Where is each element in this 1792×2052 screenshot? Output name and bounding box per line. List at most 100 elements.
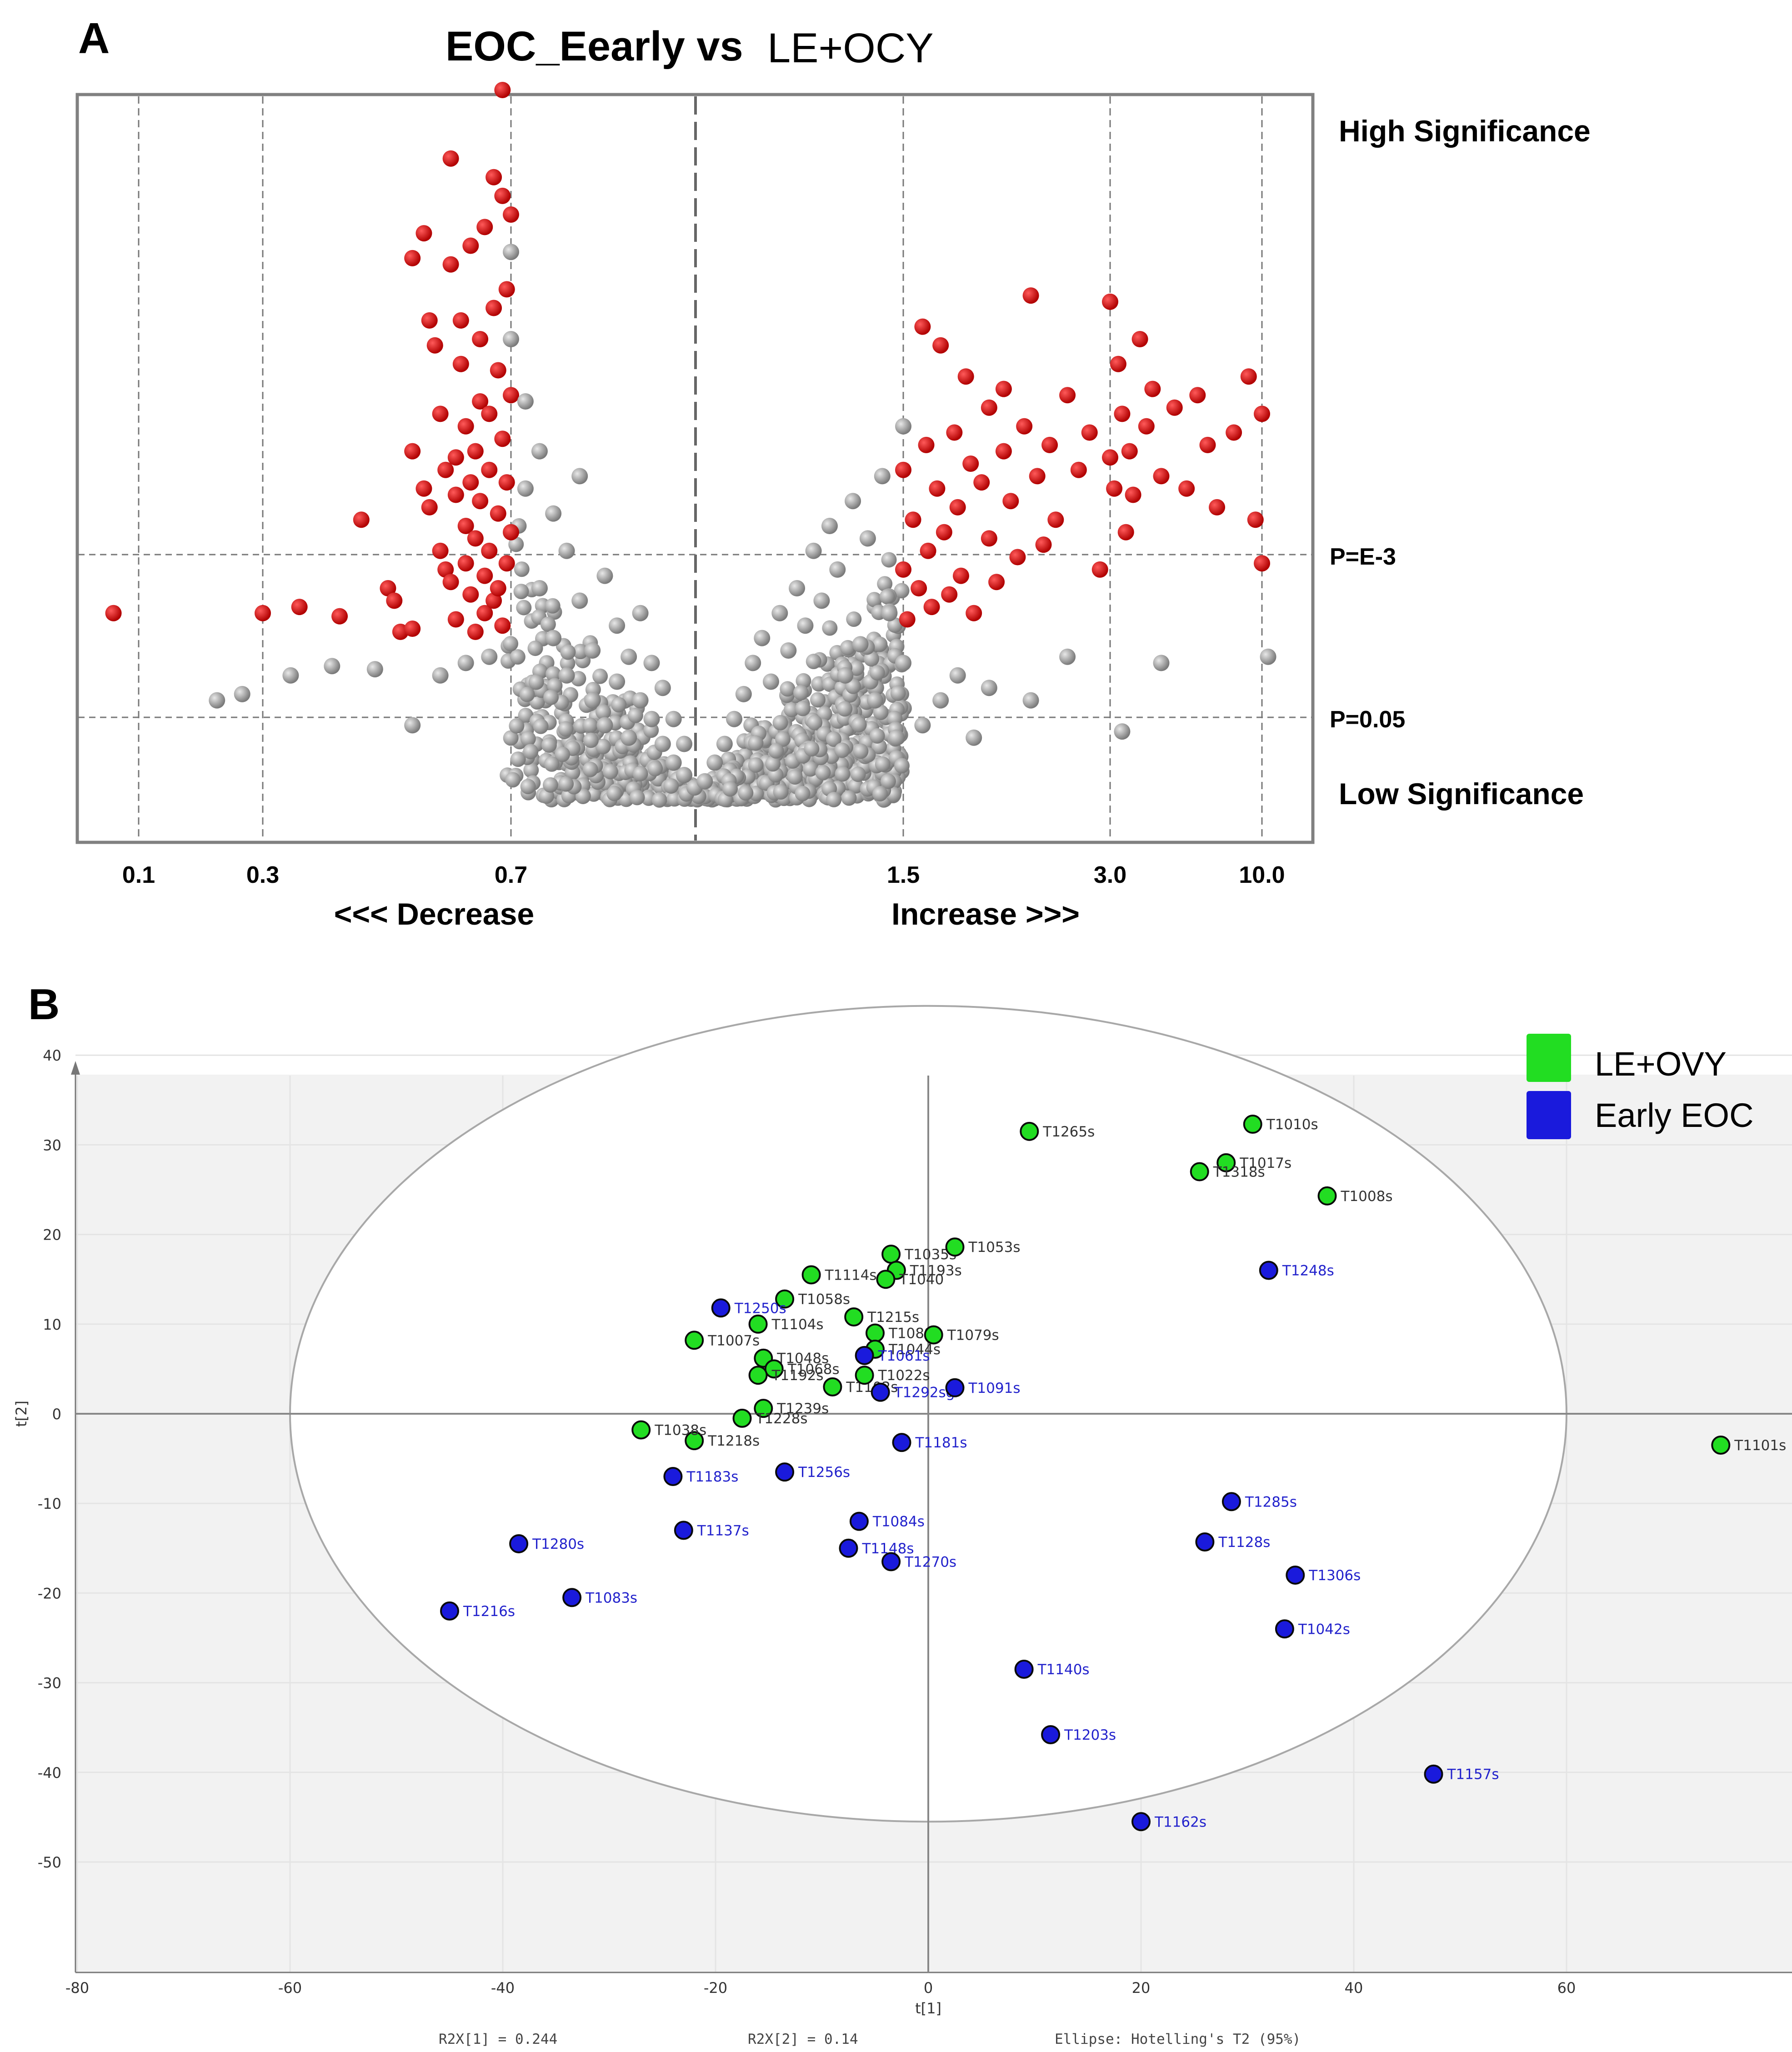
volcano-point-nonsignificant [848,778,864,794]
pca-point-label: T1140s [1037,1662,1090,1678]
volcano-point-nonsignificant [789,580,806,596]
volcano-point-nonsignificant [663,778,679,794]
volcano-point-significant [962,455,979,472]
volcano-point-significant [1131,331,1148,347]
volcano-point-nonsignificant [894,583,910,599]
volcano-point-nonsignificant [890,685,906,701]
volcano-point-nonsignificant [520,731,536,747]
volcano-point-significant [949,499,966,516]
volcano-point-nonsignificant [881,605,898,621]
volcano-point-nonsignificant [879,589,895,605]
volcano-point-nonsignificant [1114,723,1131,740]
volcano-point-significant [494,617,511,634]
pca-point-le-ovy [732,1408,752,1428]
volcano-point-nonsignificant [783,701,799,717]
volcano-point-significant [404,443,421,460]
volcano-point-nonsignificant [804,741,820,757]
volcano-point-significant [1117,524,1134,541]
volcano-point-nonsignificant [1059,648,1076,665]
volcano-point-significant [486,592,502,609]
volcano-point-nonsignificant [527,641,543,656]
volcano-point-nonsignificant [457,655,474,671]
volcano-point-significant [447,449,464,466]
volcano-point-significant [462,474,479,491]
footer-r2x2: R2X[2] = 0.14 [748,2031,858,2047]
volcano-point-nonsignificant [805,542,822,559]
volcano-point-nonsignificant [676,767,693,783]
volcano-point-significant [415,480,432,497]
volcano-point-nonsignificant [627,707,643,723]
pca-x-tick-label: -20 [704,1979,727,1997]
volcano-point-significant [503,524,519,541]
pca-point-label: T1017s [1239,1155,1291,1171]
legend-entry-le-ovy: LE+OVY [1527,1032,1727,1083]
volcano-point-significant [457,418,474,435]
pca-point-le-ovy [945,1237,965,1257]
volcano-point-significant [490,580,506,596]
volcano-point-significant [1254,555,1270,572]
volcano-point-nonsignificant [558,542,575,559]
volcano-point-significant [946,424,963,441]
pca-point-label: T1256s [798,1464,850,1481]
volcano-point-nonsignificant [773,784,789,800]
volcano-point-nonsignificant [806,654,821,670]
volcano-point-significant [1091,561,1108,578]
pca-point-label: T1053s [968,1239,1021,1256]
volcano-point-significant [1209,499,1226,516]
volcano-point-significant [1240,368,1257,385]
pca-point-label: T1137s [697,1522,749,1539]
pca-point-le-ovy [631,1420,651,1440]
pca-point-le-ovy [748,1314,768,1334]
volcano-point-nonsignificant [632,605,649,621]
volcano-point-nonsignificant [722,781,738,797]
volcano-point-significant [472,493,489,510]
volcano-point-nonsignificant [503,244,519,260]
volcano-point-nonsignificant [510,649,526,665]
volcano-point-nonsignificant [544,756,560,772]
volcano-point-nonsignificant [560,656,576,671]
volcano-point-significant [462,586,479,603]
volcano-point-nonsignificant [716,736,733,752]
volcano-point-nonsignificant [505,772,521,788]
volcano-point-significant [1114,405,1131,422]
volcano-point-significant [1102,449,1118,466]
pca-point-label: T1010s [1266,1116,1318,1133]
volcano-point-significant [452,355,469,372]
volcano-point-significant [467,530,484,547]
volcano-point-nonsignificant [869,665,885,681]
pca-point-label: T1306s [1308,1567,1361,1584]
volcano-point-significant [1002,493,1019,510]
volcano-point-nonsignificant [606,786,622,801]
volcano-point-significant [895,561,911,578]
pca-point-label: T1084s [872,1514,925,1530]
pca-point-early-eoc [775,1462,795,1482]
volcano-point-significant [995,380,1012,397]
volcano-point-nonsignificant [966,729,982,746]
volcano-point-nonsignificant [696,773,713,790]
volcano-point-nonsignificant [518,707,534,723]
volcano-point-nonsignificant [932,692,949,709]
volcano-point-nonsignificant [609,617,626,634]
volcano-point-significant [918,436,935,453]
volcano-point-significant [1178,480,1195,497]
volcano-point-significant [1121,443,1138,460]
pca-point-le-ovy [876,1270,896,1289]
volcano-point-significant [1166,399,1183,416]
low-significance-label: Low Significance [1339,777,1584,811]
volcano-point-significant [467,443,484,460]
volcano-point-nonsignificant [508,536,524,552]
pca-point-label: T1042s [1298,1621,1350,1637]
pca-point-label: T1083s [585,1590,637,1606]
volcano-point-nonsignificant [837,701,853,717]
volcano-point-significant [380,580,396,596]
volcano-point-nonsignificant [531,443,548,460]
volcano-point-significant [995,443,1012,460]
pca-point-le-ovy [866,1323,885,1343]
volcano-point-significant [481,542,498,559]
pca-point-label: T1079s [947,1327,999,1343]
volcano-point-significant [494,187,511,204]
volcano-point-nonsignificant [595,739,611,755]
pca-point-le-ovy [748,1366,768,1385]
volcano-point-nonsignificant [282,667,299,684]
pca-point-label: T1007s [707,1332,760,1349]
